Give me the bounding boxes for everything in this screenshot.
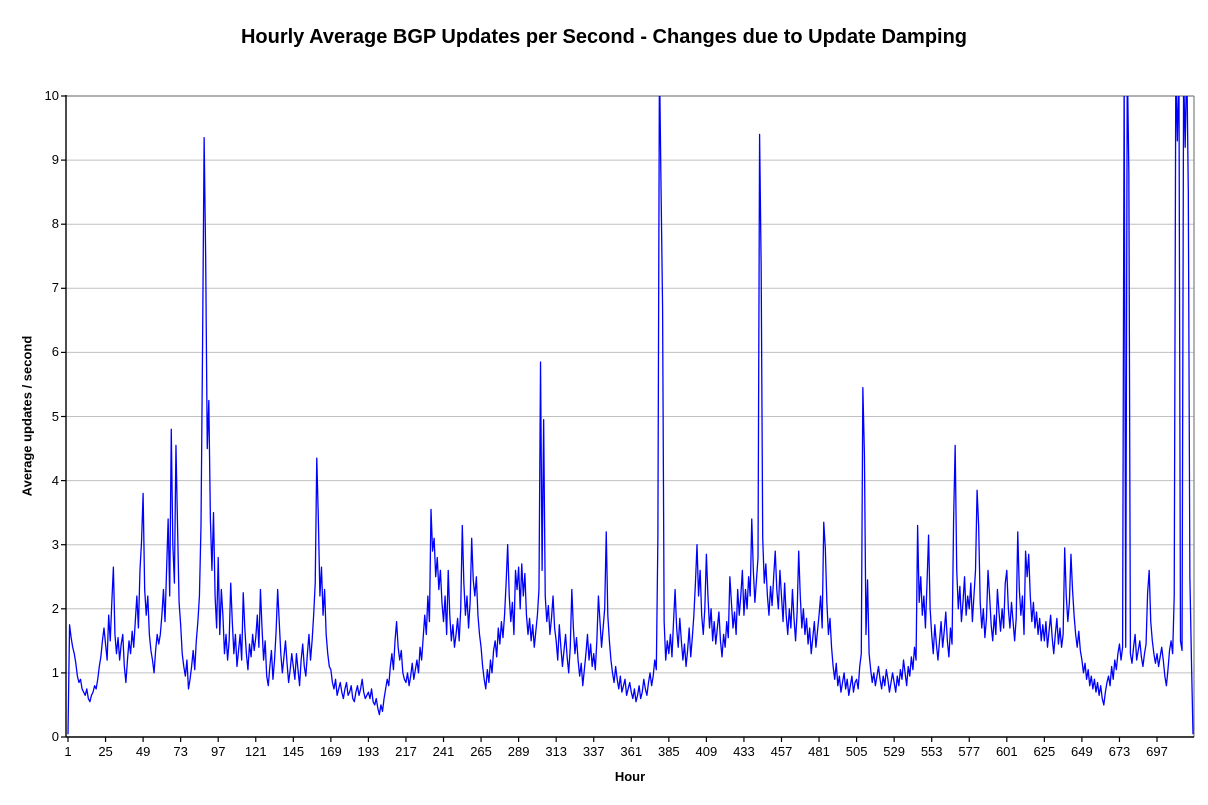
- x-tick-label-145: 145: [282, 744, 305, 759]
- y-tick-label-3: 3: [51, 536, 59, 552]
- x-axis-title: Hour: [614, 769, 646, 784]
- y-tick-label-1: 1: [51, 664, 59, 680]
- x-tick-label-457: 457: [770, 744, 793, 759]
- y-tick-label-9: 9: [51, 152, 59, 168]
- chart-title: Hourly Average BGP Updates per Second - …: [240, 26, 968, 48]
- x-tick-label-1: 1: [64, 744, 72, 759]
- x-tick-label-409: 409: [695, 744, 718, 759]
- y-tick-label-0: 0: [51, 729, 59, 744]
- x-tick-label-289: 289: [507, 744, 530, 759]
- x-tick-label-553: 553: [920, 744, 943, 759]
- y-tick-label-8: 8: [51, 216, 59, 232]
- x-tick-label-385: 385: [657, 744, 680, 759]
- x-tick-label-97: 97: [210, 744, 226, 759]
- x-tick-label-121: 121: [244, 744, 267, 759]
- x-tick-label-193: 193: [357, 744, 380, 759]
- data-series-line: [67, 96, 1194, 735]
- y-tick-label-6: 6: [51, 344, 59, 360]
- x-tick-label-697: 697: [1146, 744, 1168, 759]
- y-tick-label-5: 5: [51, 408, 59, 424]
- y-tick-label-4: 4: [51, 472, 59, 488]
- x-tick-label-577: 577: [958, 744, 981, 759]
- y-tick-label-10: 10: [44, 88, 59, 103]
- x-tick-label-505: 505: [845, 744, 868, 759]
- x-tick-label-49: 49: [135, 744, 151, 759]
- x-tick-label-481: 481: [808, 744, 830, 759]
- y-tick-label-7: 7: [51, 280, 59, 296]
- x-tick-label-433: 433: [733, 744, 755, 759]
- x-tick-label-217: 217: [395, 744, 417, 759]
- x-tick-label-673: 673: [1108, 744, 1131, 759]
- x-tick-label-73: 73: [173, 744, 188, 759]
- x-tick-label-361: 361: [620, 744, 643, 759]
- x-tick-label-337: 337: [582, 744, 605, 759]
- x-tick-label-169: 169: [320, 744, 342, 759]
- x-tick-label-265: 265: [470, 744, 492, 759]
- x-tick-label-649: 649: [1071, 744, 1093, 759]
- x-tick-label-25: 25: [98, 744, 113, 759]
- x-tick-label-529: 529: [883, 744, 905, 759]
- x-tick-label-601: 601: [995, 744, 1018, 759]
- y-tick-label-2: 2: [51, 600, 59, 616]
- x-tick-label-313: 313: [545, 744, 568, 759]
- x-tick-label-625: 625: [1033, 744, 1056, 759]
- x-tick-label-241: 241: [432, 744, 455, 759]
